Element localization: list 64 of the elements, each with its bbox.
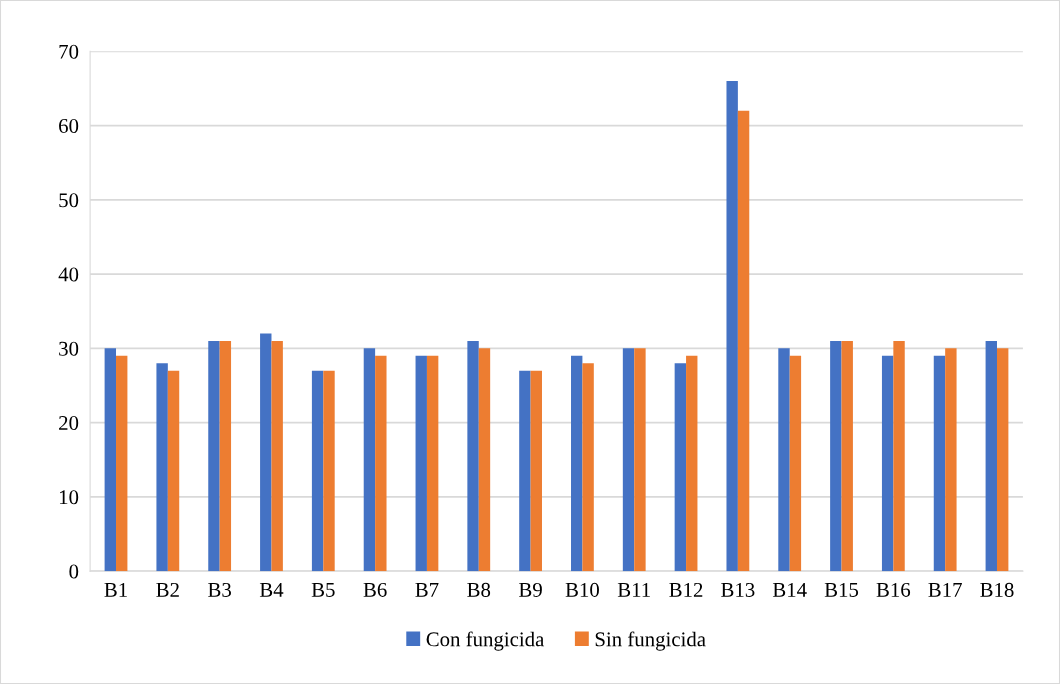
bar <box>582 363 594 572</box>
bar <box>426 355 439 572</box>
bar <box>375 355 387 572</box>
x-tick-label: B17 <box>928 582 962 597</box>
x-tick-label: B15 <box>824 582 859 597</box>
x-tick-label: B12 <box>669 582 703 597</box>
y-tick-label: 60 <box>59 118 79 133</box>
bar <box>893 340 905 572</box>
bar <box>945 348 957 572</box>
y-tick-label: 50 <box>59 193 79 208</box>
bar <box>519 370 531 572</box>
x-tick-label: B11 <box>617 582 650 597</box>
x-tick-label: B9 <box>519 582 542 597</box>
bar <box>116 355 128 572</box>
bar <box>778 348 790 572</box>
y-tick-label: 20 <box>59 415 79 431</box>
x-tick-label: B16 <box>876 582 911 597</box>
bar <box>271 340 283 572</box>
bar <box>726 81 738 572</box>
y-tick-label: 70 <box>59 44 79 59</box>
bar <box>311 370 324 572</box>
bar <box>933 355 946 572</box>
bar <box>737 110 750 572</box>
bar <box>881 355 894 572</box>
x-tick-label: B5 <box>311 583 335 597</box>
bar <box>841 340 853 572</box>
x-tick-label: B3 <box>208 582 231 597</box>
bar <box>571 355 583 572</box>
bar <box>156 363 168 572</box>
x-tick-label: B2 <box>156 582 179 597</box>
x-tick-label: B4 <box>259 582 284 597</box>
bar <box>622 348 635 572</box>
bar <box>996 348 1009 572</box>
bar <box>208 340 220 572</box>
x-tick-label: B8 <box>467 582 491 597</box>
x-tick-label: B18 <box>980 582 1014 597</box>
bar <box>415 355 427 572</box>
bar <box>219 340 232 572</box>
legend-label: Con fungicida <box>426 631 545 651</box>
bar <box>104 348 117 572</box>
bar <box>467 340 479 572</box>
x-tick-label: B1 <box>104 582 127 597</box>
x-tick-label: B6 <box>363 582 387 597</box>
x-tick-label: B14 <box>772 582 807 597</box>
bar <box>530 370 542 572</box>
bar <box>686 355 698 572</box>
legend-label: Sin fungicida <box>595 631 706 651</box>
bar <box>985 340 997 572</box>
x-tick-label: B13 <box>721 582 755 597</box>
bar <box>260 333 272 572</box>
bar <box>674 363 687 572</box>
y-tick-label: 40 <box>58 267 79 282</box>
y-tick-label: 30 <box>59 341 79 356</box>
bar <box>478 348 491 572</box>
bar <box>167 370 180 572</box>
y-tick-label: 0 <box>69 564 79 579</box>
x-tick-label: B7 <box>415 583 439 597</box>
bar <box>363 348 376 572</box>
bar <box>830 340 842 572</box>
bar <box>789 355 802 572</box>
x-tick-label: B10 <box>565 582 599 597</box>
bar <box>634 348 646 572</box>
bar <box>323 370 335 572</box>
y-tick-label: 10 <box>59 490 79 505</box>
